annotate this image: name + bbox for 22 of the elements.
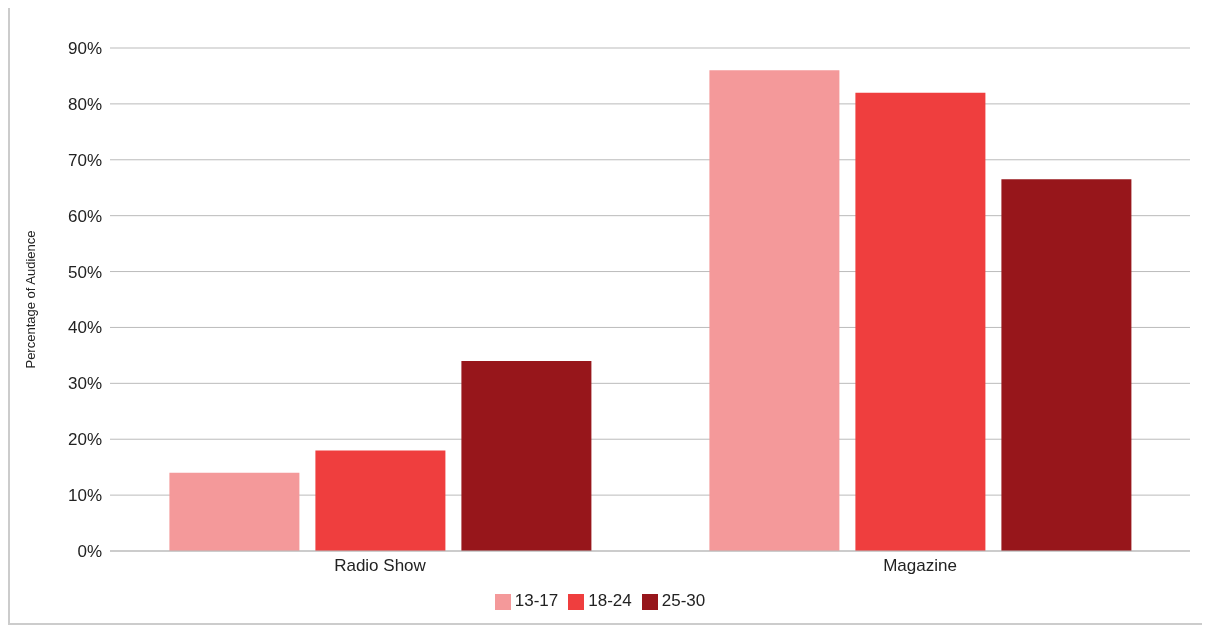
y-tick-label: 80% <box>67 94 102 114</box>
x-tick-label: Radio Show <box>334 556 427 576</box>
y-axis-title: Percentage of Audience <box>22 230 38 369</box>
bar <box>461 360 592 551</box>
legend-label: 25-30 <box>661 591 706 610</box>
y-tick-label: 90% <box>67 39 102 59</box>
legend-label: 13-17 <box>514 591 559 610</box>
y-tick-label: 70% <box>67 150 102 170</box>
bar <box>315 450 446 551</box>
y-tick-label: 60% <box>67 206 102 226</box>
bar <box>169 472 300 551</box>
bar <box>709 70 840 551</box>
legend-label: 18-24 <box>588 591 632 610</box>
y-tick-label: 30% <box>67 374 102 394</box>
y-tick-label: 20% <box>67 430 102 450</box>
y-tick-label: 10% <box>67 486 102 506</box>
x-tick-label: Magazine <box>883 556 957 576</box>
y-tick-label: 0% <box>77 542 102 562</box>
bar <box>1001 179 1132 551</box>
y-tick-label: 50% <box>67 262 102 282</box>
bar <box>855 92 986 551</box>
y-tick-label: 40% <box>67 318 102 338</box>
